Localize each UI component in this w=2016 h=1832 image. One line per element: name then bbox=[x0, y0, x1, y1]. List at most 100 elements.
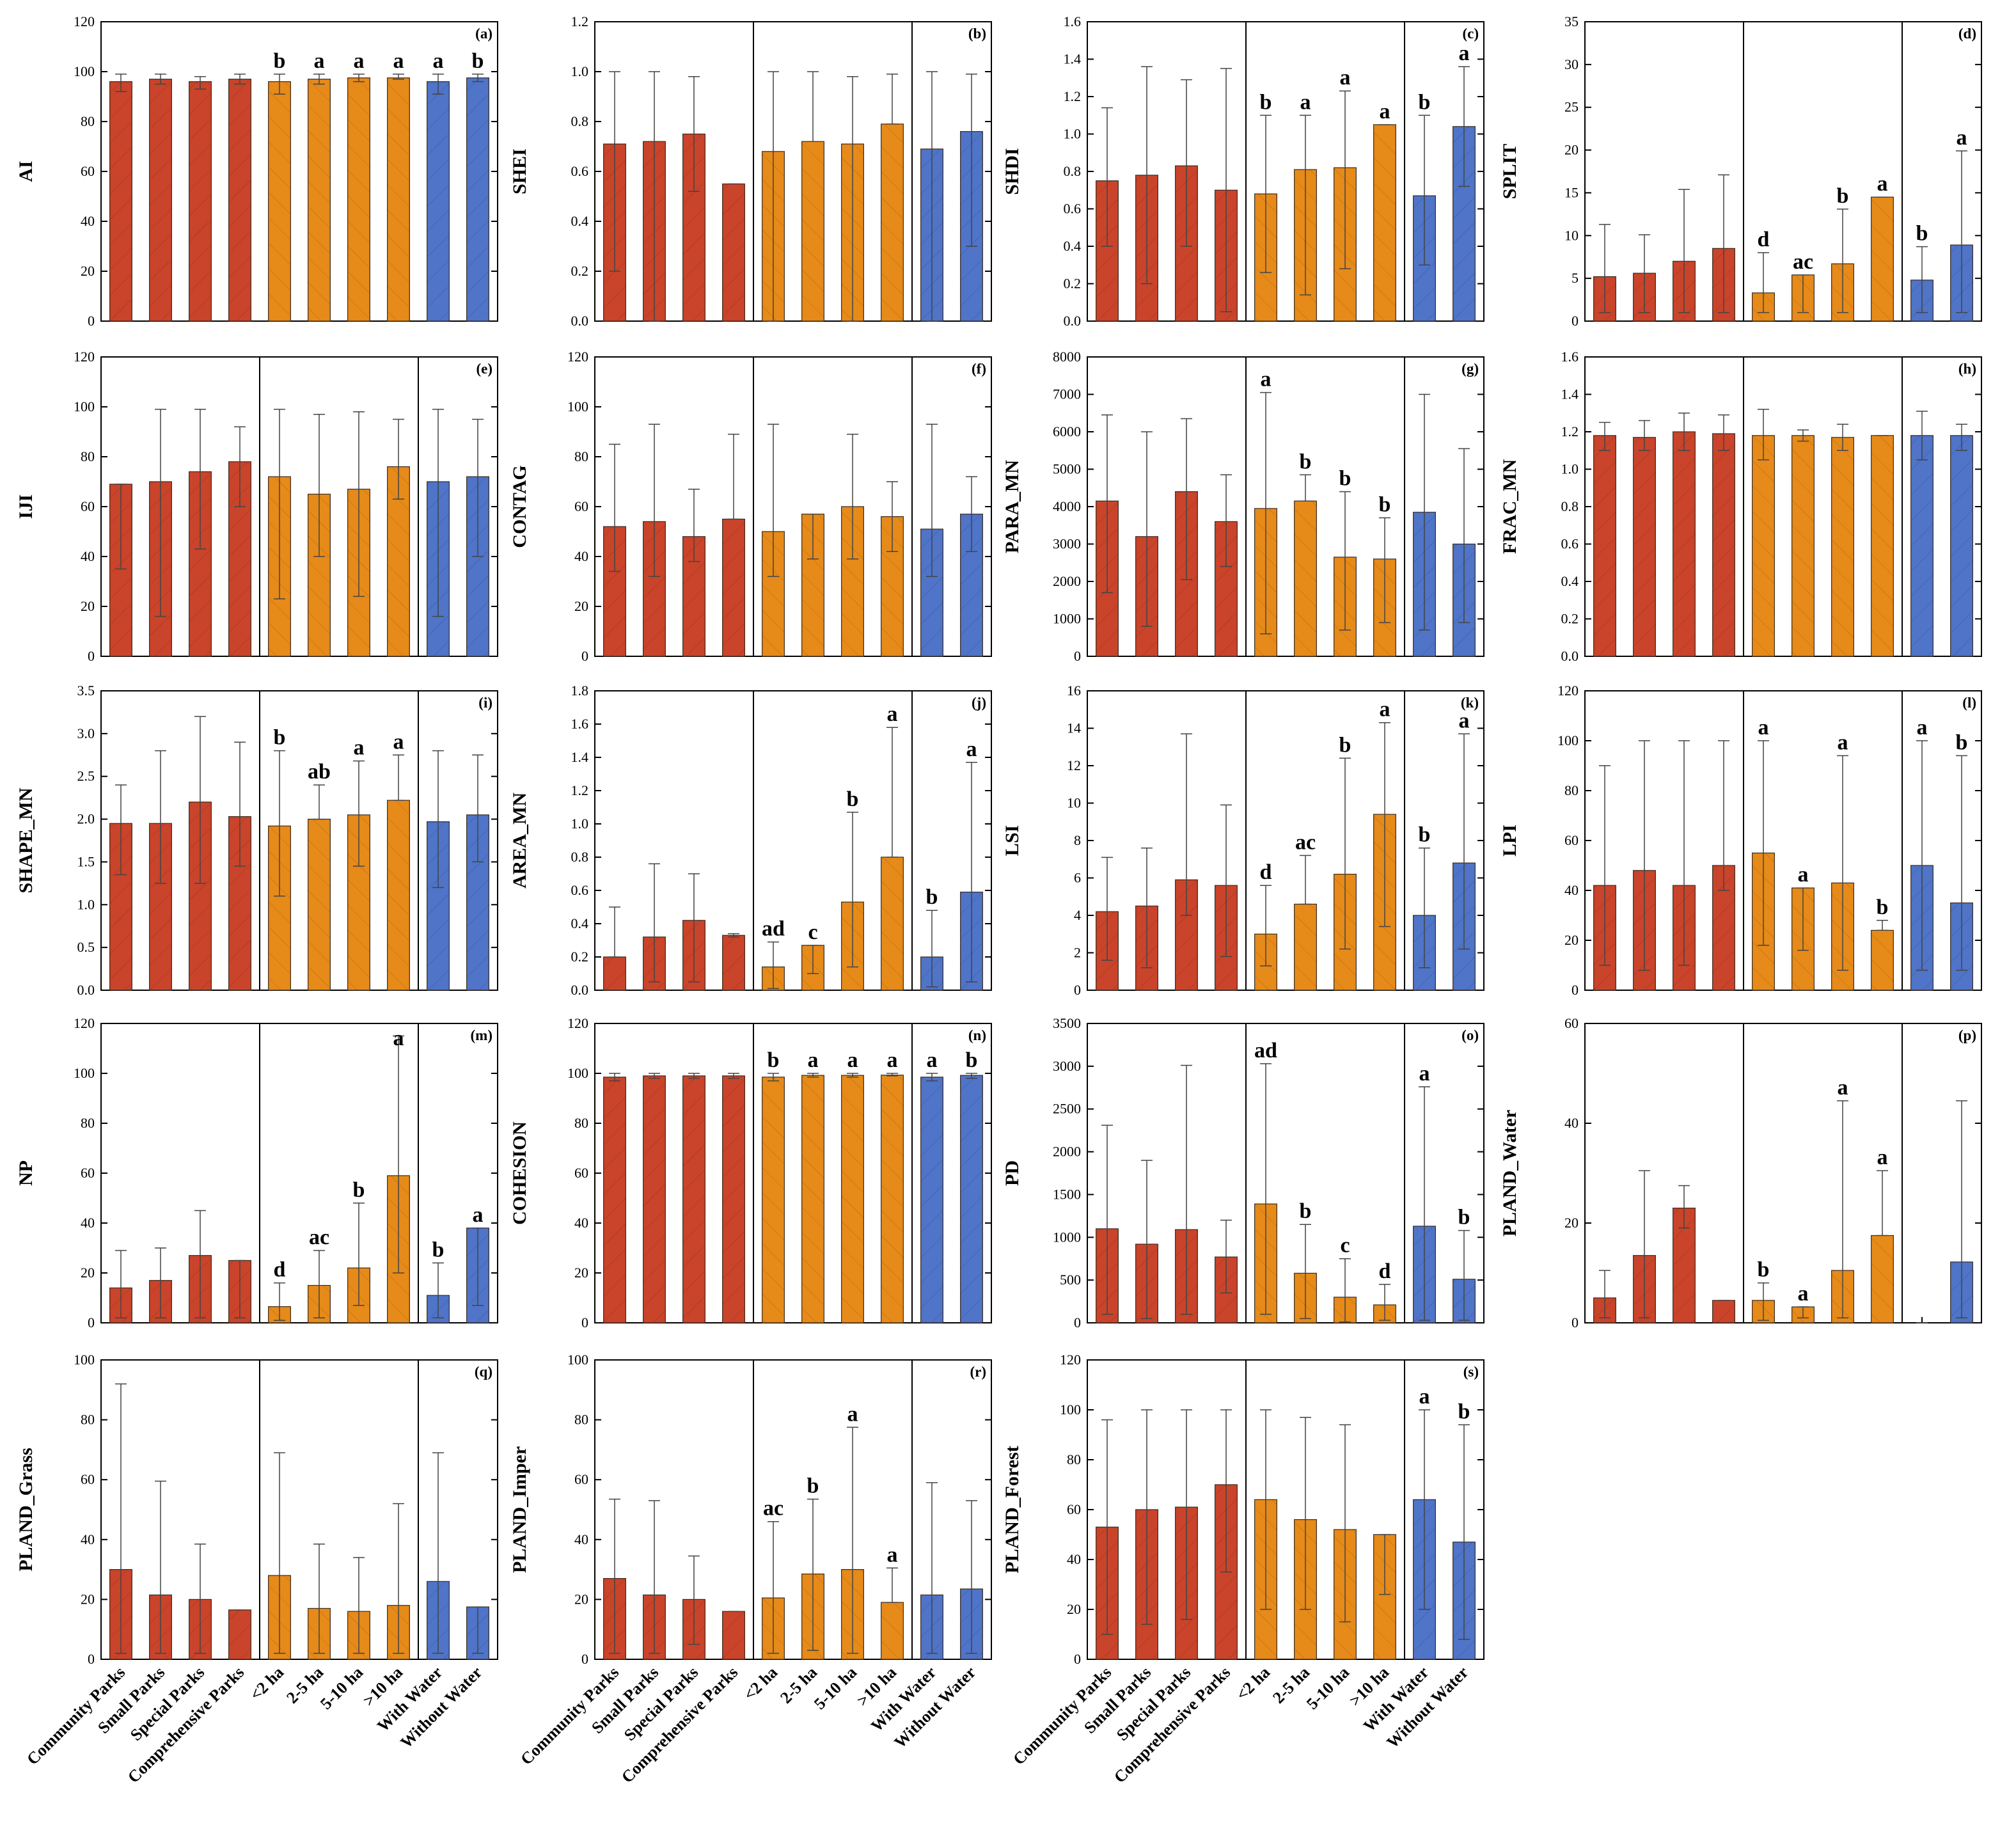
significance-letter: a bbox=[393, 730, 404, 754]
y-tick-label: 2000 bbox=[1053, 573, 1081, 589]
bar[interactable] bbox=[1792, 435, 1815, 657]
panel-label: (p) bbox=[1958, 1027, 1976, 1043]
bar[interactable] bbox=[722, 935, 745, 991]
y-tick-label: 60 bbox=[574, 498, 588, 514]
y-axis-label: PLAND_Grass bbox=[15, 1448, 36, 1571]
y-axis-label: SPLIT bbox=[1499, 144, 1520, 200]
bar[interactable] bbox=[960, 1075, 983, 1323]
bar[interactable] bbox=[1950, 435, 1973, 657]
y-tick-label: 1.4 bbox=[1561, 386, 1579, 402]
bar[interactable] bbox=[1294, 500, 1317, 657]
y-tick-label: 0 bbox=[581, 1651, 588, 1667]
bar[interactable] bbox=[387, 77, 410, 322]
y-tick-label: 100 bbox=[1060, 1402, 1081, 1417]
significance-letter: a bbox=[1877, 172, 1888, 196]
bar[interactable] bbox=[1712, 1300, 1735, 1323]
y-tick-label: 20 bbox=[574, 598, 588, 614]
y-tick-label: 0 bbox=[88, 648, 95, 664]
y-tick-label: 100 bbox=[74, 399, 95, 415]
significance-letter: a bbox=[1798, 1282, 1809, 1306]
bar[interactable] bbox=[1294, 903, 1317, 991]
bar[interactable] bbox=[841, 1075, 864, 1323]
bar[interactable] bbox=[722, 183, 745, 322]
y-tick-label: 3500 bbox=[1053, 1015, 1081, 1031]
bar[interactable] bbox=[1871, 1235, 1894, 1323]
significance-letter: a bbox=[1758, 716, 1769, 739]
panel-label: (l) bbox=[1962, 695, 1976, 711]
bar[interactable] bbox=[881, 857, 904, 991]
significance-letter: a bbox=[1838, 730, 1848, 754]
y-tick-label: 60 bbox=[1067, 1501, 1081, 1517]
bar[interactable] bbox=[722, 1611, 745, 1660]
bar[interactable] bbox=[1633, 437, 1656, 657]
y-tick-label: 60 bbox=[81, 498, 95, 514]
y-tick-label: 0.8 bbox=[571, 113, 589, 129]
significance-letter: a bbox=[473, 1203, 484, 1227]
bar[interactable] bbox=[268, 81, 291, 322]
bar[interactable] bbox=[643, 1075, 666, 1323]
bar[interactable] bbox=[308, 79, 331, 322]
bar[interactable] bbox=[603, 1077, 626, 1323]
y-axis-label: IJI bbox=[15, 494, 36, 519]
bar[interactable] bbox=[149, 79, 172, 322]
y-tick-label: 0 bbox=[88, 313, 95, 329]
y-tick-label: 100 bbox=[567, 1065, 588, 1081]
bar[interactable] bbox=[427, 81, 450, 322]
bar[interactable] bbox=[189, 81, 212, 322]
significance-letter: b bbox=[926, 885, 938, 909]
bar[interactable] bbox=[109, 823, 132, 991]
y-axis-label: NP bbox=[15, 1160, 36, 1186]
bar[interactable] bbox=[1871, 196, 1894, 322]
y-tick-label: 0.0 bbox=[571, 313, 589, 329]
bar[interactable] bbox=[881, 1602, 904, 1660]
bar[interactable] bbox=[881, 123, 904, 322]
bar[interactable] bbox=[881, 1075, 904, 1323]
bar[interactable] bbox=[762, 1077, 785, 1323]
bar[interactable] bbox=[228, 79, 251, 322]
bar[interactable] bbox=[1752, 435, 1775, 657]
bar[interactable] bbox=[387, 800, 410, 991]
y-tick-label: 60 bbox=[81, 163, 95, 179]
y-tick-label: 3000 bbox=[1053, 536, 1081, 552]
y-tick-label: 1.4 bbox=[1064, 51, 1082, 67]
y-tick-label: 0.2 bbox=[1561, 611, 1579, 627]
bar[interactable] bbox=[801, 1075, 824, 1323]
y-axis-label: PLAND_Imper bbox=[509, 1446, 530, 1573]
y-tick-label: 40 bbox=[81, 1531, 95, 1547]
bar[interactable] bbox=[1593, 435, 1616, 657]
y-tick-label: 1.0 bbox=[571, 816, 589, 832]
bar[interactable] bbox=[722, 518, 745, 657]
bar[interactable] bbox=[801, 141, 824, 322]
bar[interactable] bbox=[1673, 431, 1696, 657]
significance-letter: b bbox=[353, 1178, 365, 1202]
panel-p: 0 20 40 60 PLAND_Water (p) b a a a bbox=[1499, 1015, 1982, 1331]
significance-letter: a bbox=[1459, 709, 1470, 732]
bar[interactable] bbox=[722, 1075, 745, 1323]
bar[interactable] bbox=[1871, 929, 1894, 991]
significance-letter: ac bbox=[309, 1226, 329, 1249]
significance-letter: a bbox=[847, 1402, 858, 1426]
bar[interactable] bbox=[228, 1609, 251, 1660]
significance-letter: b bbox=[1260, 90, 1272, 114]
bar[interactable] bbox=[1871, 435, 1894, 657]
significance-letter: a bbox=[354, 49, 365, 73]
bar[interactable] bbox=[228, 461, 251, 657]
y-tick-label: 40 bbox=[1067, 1551, 1081, 1567]
bar[interactable] bbox=[1910, 435, 1933, 657]
y-tick-label: 0.8 bbox=[1064, 163, 1082, 179]
bar[interactable] bbox=[308, 818, 331, 991]
bar[interactable] bbox=[1373, 124, 1396, 322]
bar[interactable] bbox=[920, 1077, 943, 1323]
y-tick-label: 5000 bbox=[1053, 461, 1081, 477]
y-tick-label: 80 bbox=[1067, 1451, 1081, 1467]
bar[interactable] bbox=[466, 77, 489, 322]
bar[interactable] bbox=[1831, 437, 1854, 657]
plot-frame bbox=[1584, 21, 1982, 322]
bar[interactable] bbox=[603, 956, 626, 991]
bar[interactable] bbox=[109, 81, 132, 322]
bar[interactable] bbox=[347, 77, 370, 322]
y-tick-label: 8 bbox=[1074, 832, 1081, 848]
bar[interactable] bbox=[1712, 433, 1735, 657]
bar[interactable] bbox=[682, 1075, 705, 1323]
